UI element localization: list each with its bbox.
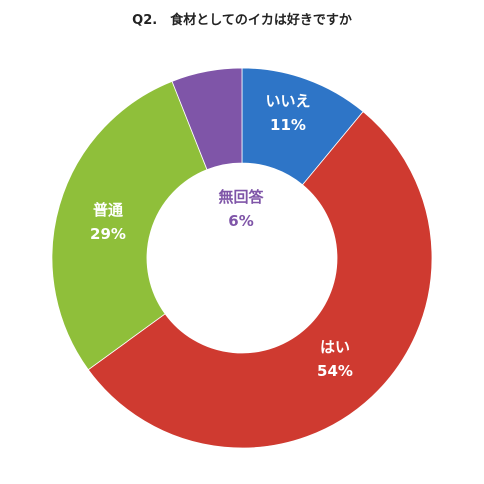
slice-value-3: 29% [90, 225, 126, 243]
chart-title: Q2. 食材としてのイカは好きですか [132, 12, 352, 28]
slice-label-3: 普通 [93, 201, 123, 219]
slice-3 [51, 80, 208, 371]
slice-value-4: 6% [228, 212, 253, 230]
slice-value-1: 11% [270, 116, 306, 134]
slice-4 [171, 67, 243, 171]
slice-value-2: 54% [317, 362, 353, 380]
slice-2 [87, 111, 433, 449]
slice-label-1: いいえ [265, 92, 310, 110]
slices-group [51, 67, 433, 449]
slice-label-4: 無回答 [218, 188, 264, 206]
labels-group: いいえ 11% はい 54% 普通 29% 無回答 6% [90, 92, 353, 380]
slice-label-2: はい [320, 338, 350, 356]
